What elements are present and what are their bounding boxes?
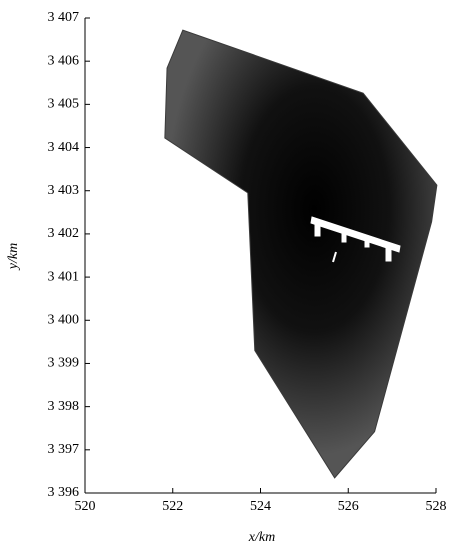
y-axis-label: y/km: [6, 243, 21, 271]
x-tick-label: 524: [250, 499, 271, 514]
mesh-region: [165, 30, 437, 478]
x-tick-label: 520: [75, 499, 96, 514]
x-axis-label: x/km: [248, 530, 275, 545]
x-tick-label: 522: [162, 499, 183, 514]
y-tick-label: 3 405: [48, 97, 80, 112]
y-tick-label: 3 403: [48, 183, 80, 198]
y-tick-label: 3 398: [48, 399, 80, 414]
x-tick-label: 526: [338, 499, 359, 514]
x-tick-label: 528: [426, 499, 447, 514]
y-tick-label: 3 399: [48, 356, 80, 371]
y-tick-label: 3 400: [48, 312, 80, 327]
chart: x/km y/km 3 396 3 397 3 398 3 399 3 400 3 401…: [0, 0, 449, 552]
y-tick-label: 3 402: [48, 226, 80, 241]
y-tick-label: 3 401: [48, 269, 80, 284]
y-tick-label: 3 407: [48, 10, 80, 25]
y-tick-label: 3 397: [48, 442, 80, 457]
y-tick-label: 3 396: [48, 485, 80, 500]
y-tick-label: 3 404: [48, 140, 80, 155]
y-tick-label: 3 406: [48, 53, 80, 68]
